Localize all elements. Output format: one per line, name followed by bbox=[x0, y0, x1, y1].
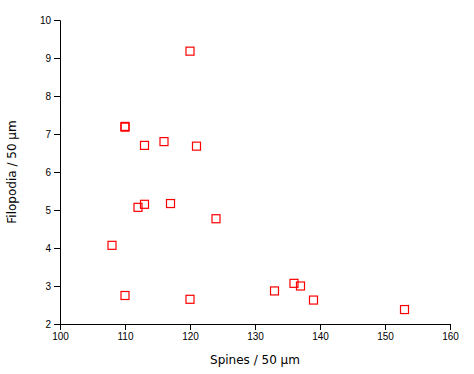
point bbox=[193, 142, 201, 150]
x-tick: 110 bbox=[118, 324, 134, 342]
point bbox=[271, 287, 279, 295]
plot: 100 110 120 130 140 150 160 2 3 4 5 6 7 8 9 10 Spines / … bbox=[5, 15, 459, 367]
x-tick-label: 130 bbox=[247, 331, 264, 342]
y-axis-title: Filopodia / 50 μm bbox=[5, 120, 19, 223]
y-tick-label: 8 bbox=[45, 91, 51, 102]
y-tick-mark bbox=[54, 248, 60, 249]
y-tick-mark bbox=[54, 286, 60, 287]
point bbox=[121, 292, 129, 300]
x-tick-label: 120 bbox=[182, 331, 199, 342]
x-tick-label: 100 bbox=[52, 331, 69, 342]
y-tick-mark bbox=[54, 58, 60, 59]
x-tick: 120 bbox=[182, 324, 199, 342]
point bbox=[297, 282, 305, 290]
x-tick-label: 150 bbox=[377, 331, 394, 342]
x-tick-mark bbox=[255, 324, 256, 330]
point bbox=[121, 122, 129, 130]
point bbox=[108, 241, 116, 249]
y-tick: 9 bbox=[45, 53, 60, 64]
y-tick-mark bbox=[54, 20, 60, 21]
y-tick-label: 6 bbox=[45, 167, 51, 178]
y-tick-label: 5 bbox=[45, 205, 51, 216]
point bbox=[310, 296, 318, 304]
y-tick: 6 bbox=[45, 167, 60, 178]
point bbox=[186, 295, 194, 303]
x-tick-label: 140 bbox=[312, 331, 329, 342]
y-tick: 3 bbox=[45, 281, 60, 292]
x-axis-line bbox=[61, 325, 451, 331]
y-axis: 2 3 4 5 6 7 8 9 10 bbox=[40, 15, 61, 330]
x-tick: 140 bbox=[312, 324, 329, 342]
y-tick-mark bbox=[54, 134, 60, 135]
y-tick: 4 bbox=[45, 243, 60, 254]
y-tick-mark bbox=[54, 96, 60, 97]
y-tick-label: 10 bbox=[40, 15, 52, 26]
y-tick: 8 bbox=[45, 91, 60, 102]
x-tick-mark bbox=[385, 324, 386, 330]
x-tick-mark bbox=[190, 324, 191, 330]
y-tick: 5 bbox=[45, 205, 60, 216]
point bbox=[141, 141, 149, 149]
y-tick-label: 2 bbox=[45, 319, 51, 330]
point bbox=[121, 123, 129, 131]
x-tick: 150 bbox=[377, 324, 394, 342]
x-axis: 100 110 120 130 140 150 160 bbox=[52, 324, 459, 342]
x-tick-mark bbox=[320, 324, 321, 330]
point bbox=[160, 138, 168, 146]
y-tick: 10 bbox=[40, 15, 60, 26]
y-axis-line bbox=[54, 21, 61, 325]
x-axis-title: Spines / 50 μm bbox=[210, 353, 300, 367]
points bbox=[108, 47, 409, 313]
point bbox=[186, 47, 194, 55]
x-tick-label: 160 bbox=[442, 331, 459, 342]
x-tick-mark bbox=[450, 324, 451, 330]
y-tick-label: 7 bbox=[45, 129, 51, 140]
x-tick-mark bbox=[125, 324, 126, 330]
x-tick-label: 110 bbox=[118, 331, 134, 342]
y-tick-label: 4 bbox=[45, 243, 51, 254]
x-tick: 100 bbox=[52, 324, 69, 342]
y-tick-label: 3 bbox=[45, 281, 51, 292]
point bbox=[141, 200, 149, 208]
point bbox=[212, 215, 220, 223]
y-tick-label: 9 bbox=[45, 53, 51, 64]
x-tick: 160 bbox=[442, 324, 459, 342]
y-tick-mark bbox=[54, 210, 60, 211]
point bbox=[167, 200, 175, 208]
y-tick-mark bbox=[54, 172, 60, 173]
point bbox=[401, 306, 409, 314]
y-tick-mark bbox=[54, 324, 60, 325]
x-tick: 130 bbox=[247, 324, 264, 342]
y-tick: 7 bbox=[45, 129, 60, 140]
y-tick: 2 bbox=[45, 319, 60, 330]
chart: 100 110 120 130 140 150 160 2 3 4 5 6 7 8 9 10 Spines / … bbox=[0, 0, 474, 374]
